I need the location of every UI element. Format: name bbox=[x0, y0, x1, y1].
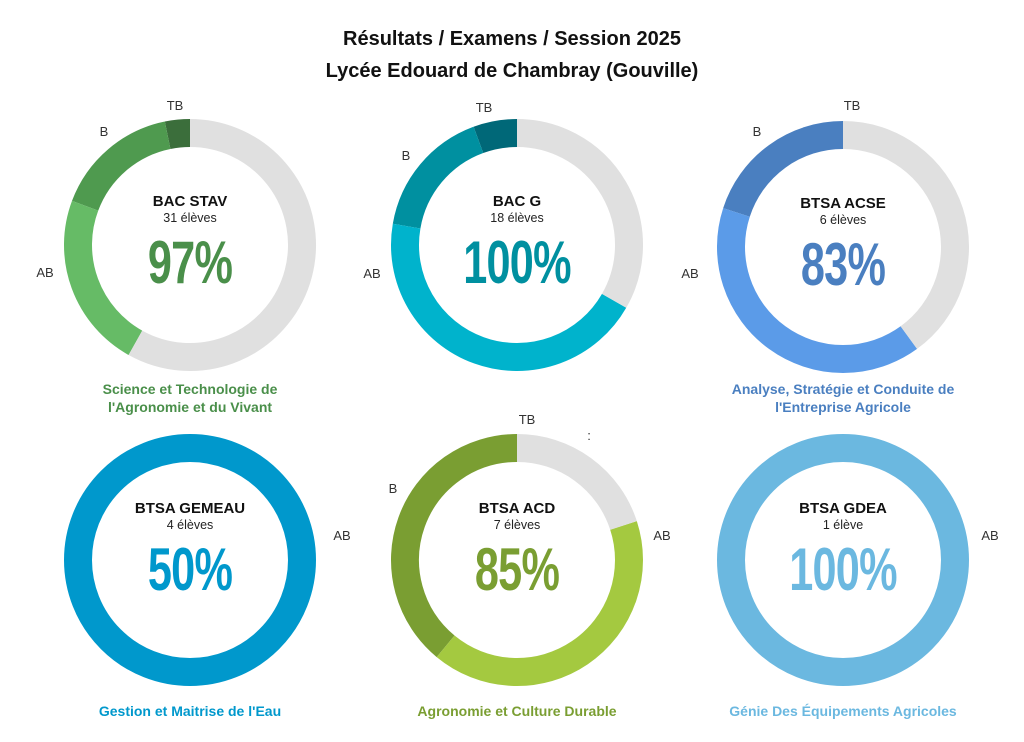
segment-label-ab: AB bbox=[36, 265, 54, 280]
donut-segment-ab bbox=[436, 521, 643, 686]
chart-name: BTSA ACSE bbox=[800, 195, 886, 212]
segment-label-tb: TB bbox=[475, 100, 493, 115]
donut-segment-remaining bbox=[128, 119, 316, 371]
segment-label-ab: AB bbox=[363, 266, 381, 281]
subtitle-line: Gestion et Maitrise de l'Eau bbox=[98, 703, 282, 719]
success-rate: 50% bbox=[147, 536, 233, 603]
donut-segment-remaining bbox=[842, 121, 969, 349]
chart-subtitle: Agronomie et Culture Durable bbox=[417, 702, 616, 720]
segment-label-b: B bbox=[99, 124, 109, 139]
chart-name: BTSA ACD bbox=[478, 500, 556, 517]
segment-label-ab: AB bbox=[681, 266, 699, 281]
donut-segment-b bbox=[392, 126, 484, 229]
success-rate: 85% bbox=[474, 536, 560, 603]
segment-label-tb: TB bbox=[166, 98, 184, 113]
student-count: 6 élèves bbox=[819, 213, 867, 227]
donut-segment-ab bbox=[717, 434, 969, 686]
success-rate: 100% bbox=[463, 229, 571, 296]
subtitle-line: l'Entreprise Agricole bbox=[775, 399, 911, 415]
donut-segment-b bbox=[723, 121, 844, 218]
segment-label-ab: AB bbox=[981, 528, 999, 543]
student-count: 4 élèves bbox=[166, 518, 214, 532]
student-count: 31 élèves bbox=[163, 211, 217, 225]
student-count: 18 élèves bbox=[490, 211, 544, 225]
title-line-2: Lycée Edouard de Chambray (Gouville) bbox=[325, 60, 699, 82]
chart-subtitle: Analyse, Stratégie et Conduite de l'Entre… bbox=[732, 380, 955, 416]
segment-label-tb: TB bbox=[518, 412, 536, 427]
donut-segment-tb bbox=[164, 119, 191, 150]
donut-segment-ab bbox=[64, 434, 316, 686]
subtitle-line: l'Agronomie et du Vivant bbox=[107, 399, 273, 415]
student-count: 1 élève bbox=[822, 518, 864, 532]
chart-subtitle: Gestion et Maitrise de l'Eau bbox=[99, 702, 281, 720]
stray-mark: : bbox=[587, 428, 591, 443]
segment-label-b: B bbox=[752, 124, 762, 139]
donut-segment-b bbox=[71, 121, 171, 212]
chart-name: BAC STAV bbox=[152, 193, 228, 210]
segment-label-b: B bbox=[401, 148, 411, 163]
donut-segment-remaining bbox=[516, 434, 637, 531]
subtitle-line: Agronomie et Culture Durable bbox=[417, 703, 617, 719]
donut-segment-ab bbox=[717, 208, 918, 373]
donut-segment-tb bbox=[473, 119, 518, 154]
chart-subtitle: Génie Des Équipements Agricoles bbox=[729, 702, 956, 720]
donut-segment-remaining bbox=[516, 119, 643, 308]
success-rate: 100% bbox=[789, 536, 897, 603]
chart-name: BAC G bbox=[492, 193, 542, 210]
chart-name: BTSA GEMEAU bbox=[134, 500, 246, 517]
success-rate: 97% bbox=[147, 229, 233, 296]
chart-name: BTSA GDEA bbox=[799, 500, 887, 517]
title-line-1: Résultats / Examens / Session 2025 bbox=[343, 28, 681, 50]
segment-label-ab: AB bbox=[333, 528, 351, 543]
donut-segment-b bbox=[391, 434, 518, 658]
student-count: 7 élèves bbox=[493, 518, 541, 532]
donut-segment-ab bbox=[64, 200, 143, 356]
segment-label-tb: TB bbox=[843, 98, 861, 113]
subtitle-line: Science et Technologie de bbox=[102, 381, 278, 397]
donut-segment-ab bbox=[391, 223, 627, 371]
subtitle-line: Génie Des Équipements Agricoles bbox=[729, 703, 957, 719]
segment-label-b: B bbox=[388, 481, 398, 496]
success-rate: 83% bbox=[800, 231, 886, 298]
segment-label-ab: AB bbox=[653, 528, 671, 543]
chart-subtitle: Science et Technologie de l'Agronomie et … bbox=[103, 380, 278, 416]
subtitle-line: Analyse, Stratégie et Conduite de bbox=[731, 381, 955, 397]
